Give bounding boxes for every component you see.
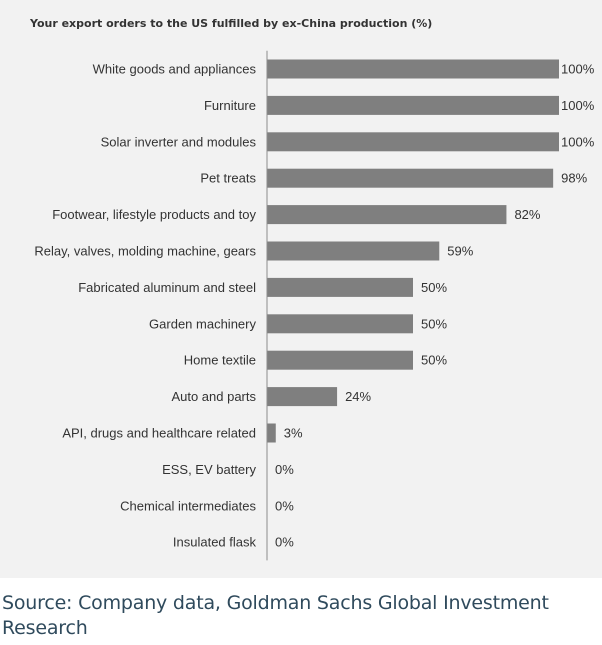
bar-relay-valves-molding-machine-gears <box>267 241 440 261</box>
bar-furniture <box>267 95 559 115</box>
bar-auto-and-parts <box>267 387 338 407</box>
category-label-furniture: Furniture <box>204 98 256 113</box>
value-label-home-textile: 50% <box>421 353 447 368</box>
value-label-chemical-intermediates: 0% <box>275 498 294 513</box>
bar-garden-machinery <box>267 314 413 334</box>
chart-panel: Your export orders to the US fulfilled b… <box>0 0 602 578</box>
value-label-auto-and-parts: 24% <box>345 389 371 404</box>
category-label-auto-and-parts: Auto and parts <box>171 389 256 404</box>
category-label-solar-inverter-and-modules: Solar inverter and modules <box>101 134 257 149</box>
value-label-ess-ev-battery: 0% <box>275 462 294 477</box>
bar-home-textile <box>267 350 413 370</box>
value-label-white-goods-and-appliances: 100% <box>561 62 595 77</box>
category-label-home-textile: Home textile <box>184 353 256 368</box>
category-label-white-goods-and-appliances: White goods and appliances <box>93 62 257 77</box>
category-label-relay-valves-molding-machine-gears: Relay, valves, molding machine, gears <box>34 244 256 259</box>
value-label-solar-inverter-and-modules: 100% <box>561 134 595 149</box>
category-label-footwear-lifestyle-products-and-toy: Footwear, lifestyle products and toy <box>52 207 256 222</box>
category-label-fabricated-aluminum-and-steel: Fabricated aluminum and steel <box>78 280 256 295</box>
value-label-footwear-lifestyle-products-and-toy: 82% <box>514 207 540 222</box>
value-label-insulated-flask: 0% <box>275 535 294 550</box>
category-label-api-drugs-and-healthcare-related: API, drugs and healthcare related <box>62 426 256 441</box>
bar-white-goods-and-appliances <box>267 59 559 79</box>
bar-api-drugs-and-healthcare-related <box>267 423 276 443</box>
value-label-pet-treats: 98% <box>561 171 587 186</box>
value-label-furniture: 100% <box>561 98 595 113</box>
category-label-chemical-intermediates: Chemical intermediates <box>120 498 256 513</box>
source-note: Source: Company data, Goldman Sachs Glob… <box>2 592 549 639</box>
value-label-api-drugs-and-healthcare-related: 3% <box>284 426 303 441</box>
category-label-insulated-flask: Insulated flask <box>173 535 257 550</box>
category-label-garden-machinery: Garden machinery <box>149 316 256 331</box>
value-label-relay-valves-molding-machine-gears: 59% <box>447 244 473 259</box>
chart-title: Your export orders to the US fulfilled b… <box>30 17 433 30</box>
bar-pet-treats <box>267 168 554 188</box>
value-label-fabricated-aluminum-and-steel: 50% <box>421 280 447 295</box>
value-label-garden-machinery: 50% <box>421 316 447 331</box>
category-label-ess-ev-battery: ESS, EV battery <box>162 462 256 477</box>
category-label-pet-treats: Pet treats <box>200 171 256 186</box>
bar-solar-inverter-and-modules <box>267 132 559 152</box>
bar-footwear-lifestyle-products-and-toy <box>267 205 507 225</box>
bar-fabricated-aluminum-and-steel <box>267 277 413 297</box>
bar-chart: White goods and appliances 100% Furniture 1… <box>34 50 595 561</box>
